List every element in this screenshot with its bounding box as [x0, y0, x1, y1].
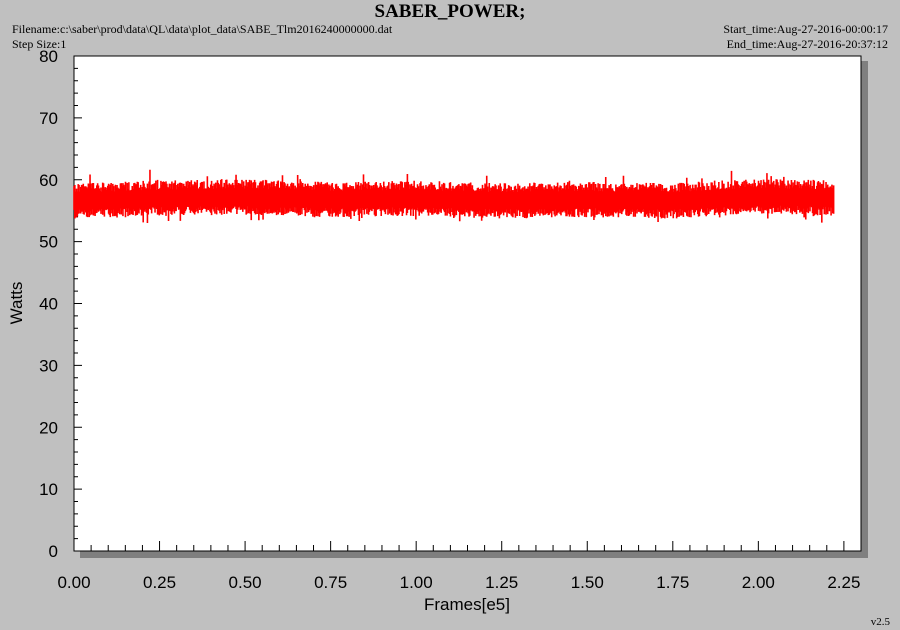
y-axis-label: Watts [7, 282, 26, 325]
y-tick-label: 70 [39, 109, 58, 128]
y-tick-label: 30 [39, 356, 58, 375]
x-tick-label: 1.25 [485, 573, 518, 592]
version-label: v2.5 [870, 616, 890, 628]
x-tick-label: 1.00 [400, 573, 433, 592]
x-tick-label: 0.25 [143, 573, 176, 592]
y-tick-label: 40 [39, 295, 58, 314]
x-tick-label: 0.00 [57, 573, 90, 592]
step-size-label: Step Size:1 [12, 37, 67, 51]
x-tick-label: 1.50 [571, 573, 604, 592]
series-layer [73, 169, 835, 224]
y-tick-label: 50 [39, 233, 58, 252]
y-tick-label: 80 [39, 47, 58, 66]
end-time-label: End_time:Aug-27-2016-20:37:12 [726, 37, 888, 51]
x-tick-label: 0.75 [314, 573, 347, 592]
series-line [73, 169, 835, 224]
y-tick-label: 0 [49, 542, 58, 561]
x-axis-label: Frames[e5] [424, 595, 510, 614]
x-tick-label: 1.75 [656, 573, 689, 592]
x-axis-ticks: 0.00 0.25 0.50 0.75 1.00 1.25 1.50 1.75 2.00 2.25 [57, 541, 860, 592]
start-time-label: Start_time:Aug-27-2016-00:00:17 [723, 22, 888, 36]
x-tick-label: 2.25 [827, 573, 860, 592]
chart-title: SABER_POWER; [374, 1, 526, 22]
x-tick-label: 2.00 [742, 573, 775, 592]
plot-area [73, 55, 862, 552]
y-tick-label: 20 [39, 418, 58, 437]
x-tick-label: 0.50 [229, 573, 262, 592]
filename-label: Filename:c:\saber\prod\data\QL\data\plot… [12, 22, 393, 36]
y-tick-label: 10 [39, 480, 58, 499]
y-axis-ticks: 0 10 20 30 40 50 60 70 80 [39, 47, 82, 561]
y-tick-label: 60 [39, 171, 58, 190]
